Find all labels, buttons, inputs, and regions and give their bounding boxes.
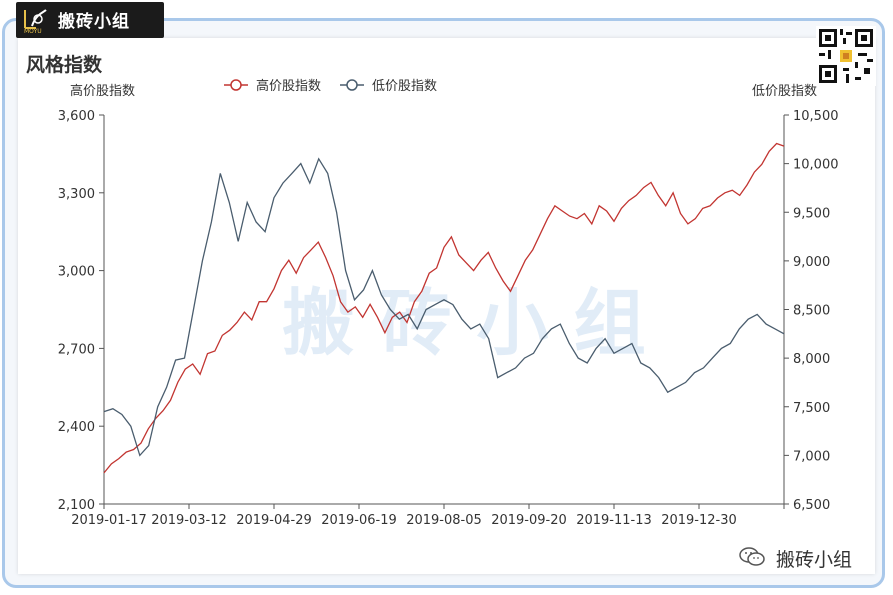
series-line [103, 142, 785, 474]
legend-label: 高价股指数 [256, 78, 321, 94]
watermark-text: 搬 砖 小 组 [282, 281, 645, 365]
logo-mark-icon [24, 9, 47, 29]
right-tick-label: 8,000 [793, 352, 830, 367]
wechat-icon [739, 547, 765, 566]
left-tick-label: 3,000 [58, 265, 95, 280]
x-tick-label: 2019-01-17 [71, 513, 147, 528]
right-tick-label: 6,500 [793, 498, 830, 513]
left-tick-label: 3,600 [58, 109, 95, 124]
left-tick-label: 2,400 [58, 420, 95, 435]
left-axis-label: 高价股指数 [70, 83, 135, 99]
x-tick-label: 2019-12-30 [661, 513, 737, 528]
chart-card [18, 38, 875, 574]
legend-marker [346, 79, 358, 91]
x-tick-label: 2019-08-05 [406, 513, 482, 528]
logo-text: 搬砖小组 [58, 12, 130, 32]
footer-brand-text: 搬砖小组 [776, 549, 853, 571]
right-tick-label: 7,000 [793, 449, 830, 464]
right-axis-label: 低价股指数 [752, 84, 817, 99]
left-tick-label: 2,100 [58, 498, 95, 513]
right-tick-label: 9,500 [793, 206, 830, 221]
right-tick-label: 10,500 [793, 109, 839, 124]
x-tick-label: 2019-11-13 [576, 513, 652, 528]
brand-logo: 搬砖小组 MOYU [16, 2, 164, 38]
right-tick-label: 8,500 [793, 304, 830, 319]
right-tick-label: 10,000 [793, 158, 839, 173]
x-tick-label: 2019-04-29 [236, 513, 312, 528]
chart-title: 风格指数 [26, 54, 103, 76]
x-tick-label: 2019-06-19 [321, 513, 397, 528]
left-tick-label: 3,300 [58, 187, 95, 202]
left-tick-label: 2,700 [58, 342, 95, 357]
legend-marker [230, 79, 242, 91]
qr-code-icon [816, 26, 876, 86]
x-tick-label: 2019-09-20 [491, 513, 567, 528]
series-line [103, 157, 785, 457]
right-tick-label: 7,500 [793, 401, 830, 416]
right-tick-label: 9,000 [793, 255, 830, 270]
logo-subtext: MOYU [24, 28, 42, 35]
legend-label: 低价股指数 [372, 79, 437, 94]
x-tick-label: 2019-03-12 [151, 513, 227, 528]
